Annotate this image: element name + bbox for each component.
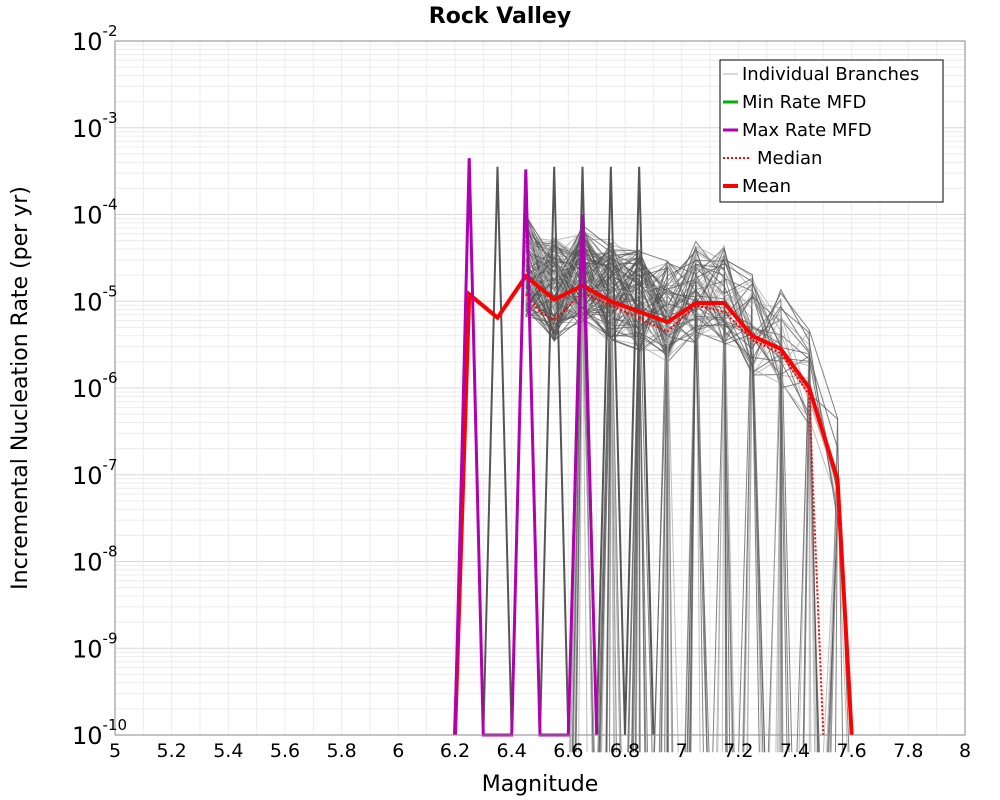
plot-frame	[114, 40, 966, 736]
branch-line	[525, 216, 725, 753]
x-tick-label: 5.4	[213, 740, 243, 762]
y-tick-exponent: -4	[103, 196, 118, 214]
x-tick-label: 7.2	[723, 740, 753, 762]
x-tick-label: 7.4	[780, 740, 810, 762]
branch-line	[525, 256, 754, 753]
y-tick-exponent: -5	[103, 282, 118, 300]
series-lines	[453, 158, 854, 737]
x-tick-label: 6	[392, 740, 404, 762]
y-tick-exponent: -10	[103, 716, 128, 734]
branch-line	[525, 247, 810, 753]
x-tick-label: 5.6	[270, 740, 300, 762]
x-axis-ticks: 5 5.2 5.4 5.6 5.8 6 6.2 6.4 6.6 6.8 7 7.2 7.4 7.6 7.8 8	[109, 740, 971, 762]
branch-line	[525, 270, 669, 753]
y-tick-exponent: -8	[103, 543, 118, 561]
y-tick-label: 10-9	[72, 629, 118, 663]
x-tick-label: 7.6	[837, 740, 867, 762]
x-tick-label: 6.6	[553, 740, 583, 762]
legend-label: Individual Branches	[742, 64, 919, 85]
y-tick-exponent: -7	[103, 456, 118, 474]
x-tick-label: 6.2	[440, 740, 470, 762]
x-tick-label: 7	[676, 740, 688, 762]
branch-spike	[539, 166, 570, 736]
branch-line	[525, 281, 844, 753]
x-tick-label: 5.8	[327, 740, 357, 762]
x-tick-label: 5.2	[157, 740, 187, 762]
y-tick-exponent: -9	[103, 629, 118, 647]
y-axis-label: Incremental Nucleation Rate (per yr)	[8, 186, 33, 590]
x-tick-label: 6.4	[497, 740, 527, 762]
y-tick-label: 10-10	[72, 716, 127, 750]
x-tick-label: 7.8	[893, 740, 923, 762]
legend-label: Min Rate MFD	[742, 92, 866, 113]
legend-label: Max Rate MFD	[742, 120, 872, 141]
branch-line	[525, 282, 640, 753]
series-mean	[453, 273, 854, 736]
branch-spike	[595, 166, 626, 736]
branch-spike	[624, 166, 655, 736]
x-axis-label: Magnitude	[482, 772, 599, 797]
branch-line	[525, 244, 583, 753]
x-tick-label: 6.8	[610, 740, 640, 762]
x-tick-label: 8	[959, 740, 971, 762]
legend-label: Median	[757, 148, 822, 169]
legend-box	[719, 59, 944, 203]
legend-label: Mean	[742, 176, 791, 197]
branch-line	[525, 249, 588, 753]
y-tick-label: 10-6	[72, 369, 118, 403]
chart-title: Rock Valley	[429, 4, 571, 29]
series-median	[525, 291, 825, 736]
branch-line	[525, 245, 839, 753]
series-max-rate-mfd	[453, 158, 599, 737]
y-tick-exponent: -3	[103, 109, 118, 127]
x-tick-label: 5	[109, 740, 121, 762]
legend: Individual Branches Min Rate MFD Max Rate …	[719, 59, 944, 203]
y-tick-exponent: -2	[103, 22, 118, 40]
branch-spike	[482, 166, 513, 736]
y-tick-exponent: -6	[103, 369, 118, 387]
branch-line	[525, 266, 612, 753]
